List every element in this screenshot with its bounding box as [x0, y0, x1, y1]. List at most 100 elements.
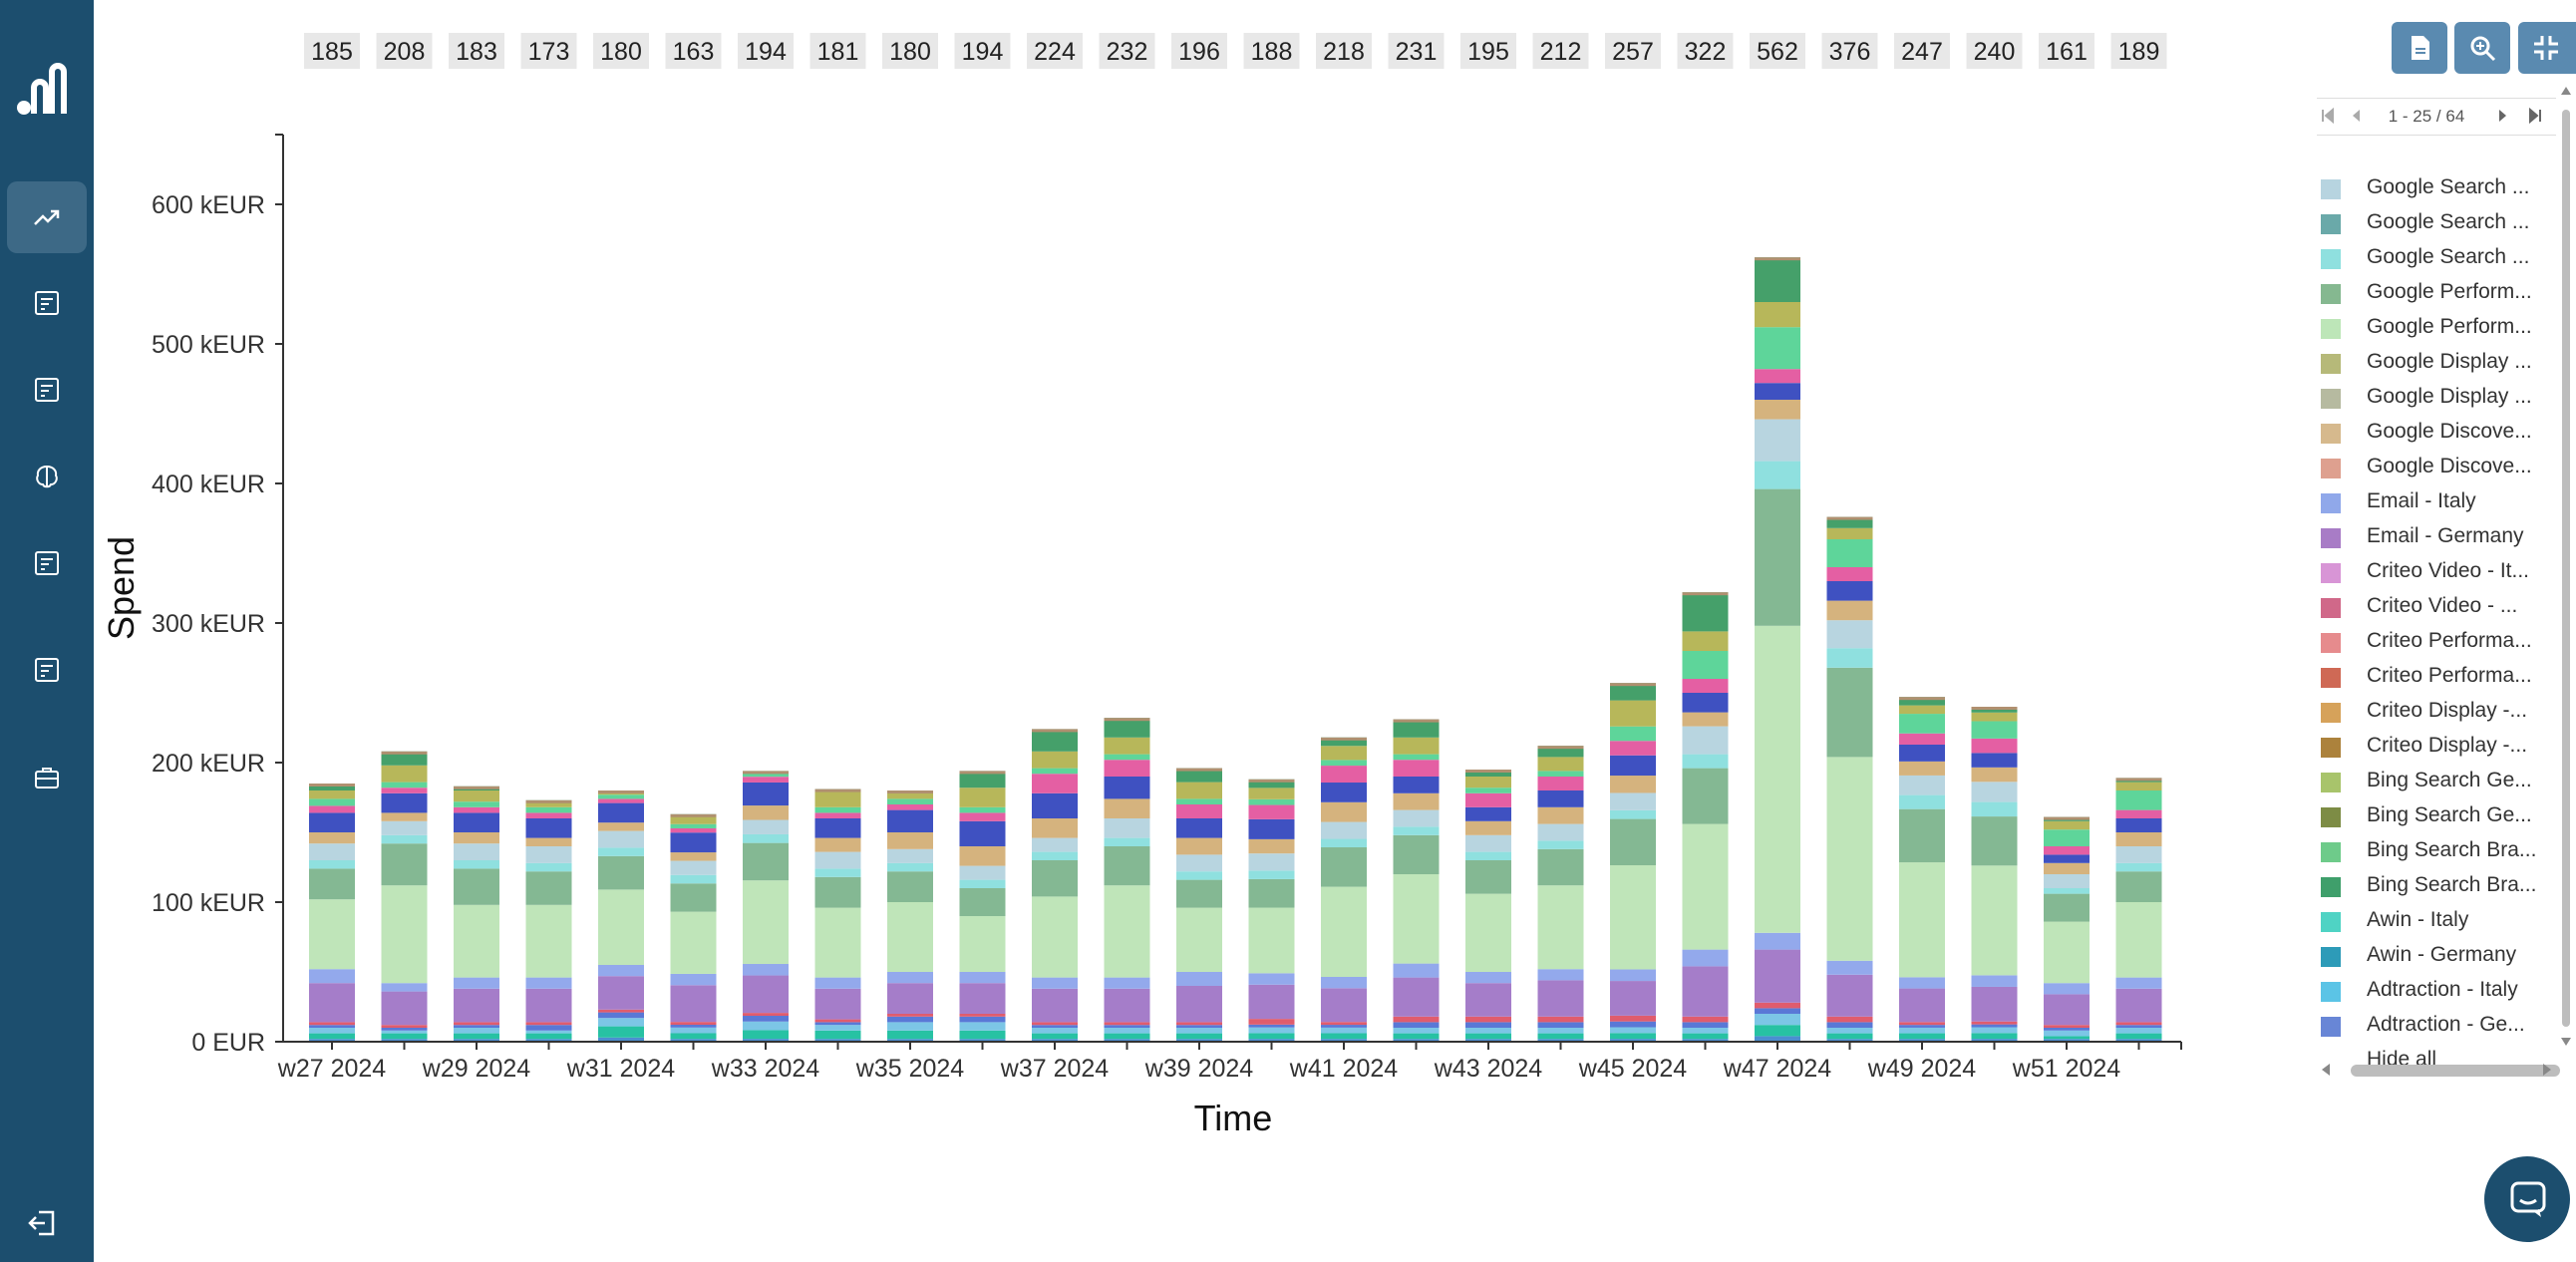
legend-item[interactable]: Google Search ... [2321, 208, 2560, 238]
bar-segment[interactable] [1755, 383, 1800, 400]
bar-segment[interactable] [1104, 718, 1150, 738]
bar-segment[interactable] [1755, 1025, 1800, 1037]
bar-w40-2024[interactable] [1248, 779, 1295, 1042]
bar-segment[interactable] [1176, 804, 1222, 818]
bar-segment[interactable] [381, 765, 428, 783]
bar-segment[interactable] [381, 1025, 428, 1028]
legend-item[interactable]: Google Display ... [2321, 348, 2560, 378]
bar-segment[interactable] [814, 907, 861, 978]
legend-item[interactable]: Criteo Video - It... [2321, 557, 2560, 587]
bar-segment[interactable] [1393, 977, 1440, 1017]
bar-segment[interactable] [1755, 327, 1800, 370]
bar-segment[interactable] [1826, 1016, 1873, 1023]
bar-segment[interactable] [454, 977, 499, 989]
bar-segment[interactable] [1610, 1033, 1656, 1040]
bar-segment[interactable] [1537, 746, 1584, 758]
bar-segment[interactable] [1248, 878, 1295, 908]
bar-segment[interactable] [1104, 1028, 1150, 1034]
bar-segment[interactable] [1755, 1036, 1800, 1042]
bar-w52-2024[interactable] [2115, 778, 2162, 1042]
bar-segment[interactable] [309, 832, 355, 844]
bar-segment[interactable] [1465, 983, 1511, 1017]
legend-item[interactable]: Adtraction - Italy [2321, 976, 2560, 1006]
bar-segment[interactable] [2044, 829, 2090, 846]
bar-segment[interactable] [1393, 826, 1440, 835]
bar-segment[interactable] [1393, 1033, 1440, 1040]
bar-segment[interactable] [1971, 1024, 2018, 1028]
legend-item[interactable]: Email - Germany [2321, 522, 2560, 552]
bar-segment[interactable] [525, 812, 572, 818]
bar-segment[interactable] [1826, 1028, 1873, 1034]
bar-segment[interactable] [525, 1025, 572, 1031]
bar-segment[interactable] [1899, 1022, 1945, 1026]
bar-segment[interactable] [1248, 1039, 1295, 1042]
bar-segment[interactable] [743, 975, 789, 1014]
bar-segment[interactable] [2044, 1030, 2090, 1037]
bar-segment[interactable] [1537, 757, 1584, 772]
nav-brain[interactable] [7, 441, 87, 512]
bars-area[interactable] [309, 257, 2162, 1042]
bar-segment[interactable] [1682, 823, 1729, 950]
bar-segment[interactable] [1104, 737, 1150, 755]
bar-segment[interactable] [1682, 1039, 1729, 1042]
bar-segment[interactable] [1321, 847, 1367, 887]
bar-segment[interactable] [1032, 1022, 1078, 1026]
bar-segment[interactable] [959, 865, 1006, 880]
bar-segment[interactable] [2044, 921, 2090, 984]
bar-segment[interactable] [1104, 798, 1150, 818]
bar-segment[interactable] [670, 852, 717, 861]
bar-segment[interactable] [1104, 977, 1150, 989]
bar-segment[interactable] [2115, 782, 2162, 790]
bar-segment[interactable] [381, 843, 428, 886]
bar-segment[interactable] [1176, 1033, 1222, 1040]
bar-segment[interactable] [959, 916, 1006, 972]
bar-segment[interactable] [1032, 818, 1078, 838]
bar-segment[interactable] [959, 972, 1006, 984]
bar-segment[interactable] [1610, 1015, 1656, 1022]
bar-segment[interactable] [1899, 697, 1945, 706]
bar-segment[interactable] [1537, 840, 1584, 849]
bar-segment[interactable] [2044, 820, 2090, 830]
bar-segment[interactable] [1537, 848, 1584, 886]
bar-segment[interactable] [309, 868, 355, 900]
bar-segment[interactable] [1826, 620, 1873, 649]
bar-segment[interactable] [959, 1022, 1006, 1031]
bar-segment[interactable] [743, 1013, 789, 1016]
bar-segment[interactable] [1899, 1039, 1945, 1042]
bar-segment[interactable] [887, 790, 933, 799]
bar-segment[interactable] [454, 806, 499, 813]
bar-segment[interactable] [454, 832, 499, 844]
bar-segment[interactable] [1971, 865, 2018, 976]
bar-segment[interactable] [1610, 726, 1656, 742]
bar-segment[interactable] [814, 876, 861, 908]
bar-segment[interactable] [2115, 846, 2162, 863]
bar-segment[interactable] [1032, 851, 1078, 860]
bar-segment[interactable] [1321, 886, 1367, 978]
bar-segment[interactable] [598, 794, 644, 799]
bar-segment[interactable] [959, 788, 1006, 807]
bar-segment[interactable] [1393, 737, 1440, 755]
bar-segment[interactable] [1971, 767, 2018, 783]
bar-segment[interactable] [887, 848, 933, 863]
bar-segment[interactable] [1465, 1039, 1511, 1042]
bar-segment[interactable] [1104, 837, 1150, 846]
bar-segment[interactable] [2044, 983, 2090, 995]
bar-segment[interactable] [2115, 832, 2162, 846]
bar-segment[interactable] [1826, 1022, 1873, 1028]
bar-segment[interactable] [1682, 712, 1729, 727]
legend-item[interactable]: Google Perform... [2321, 278, 2560, 308]
bar-segment[interactable] [2044, 862, 2090, 874]
bar-segment[interactable] [1248, 788, 1295, 799]
logout-icon[interactable] [27, 1208, 57, 1238]
bar-segment[interactable] [2115, 1025, 2162, 1028]
bar-segment[interactable] [309, 790, 355, 799]
bar-segment[interactable] [814, 1022, 861, 1026]
bar-segment[interactable] [1537, 1039, 1584, 1042]
bar-segment[interactable] [454, 1025, 499, 1028]
bar-segment[interactable] [2044, 994, 2090, 1026]
bar-segment[interactable] [454, 790, 499, 802]
bar-segment[interactable] [309, 812, 355, 832]
bar-segment[interactable] [670, 973, 717, 986]
bar-segment[interactable] [1610, 1021, 1656, 1028]
bar-segment[interactable] [1176, 798, 1222, 804]
